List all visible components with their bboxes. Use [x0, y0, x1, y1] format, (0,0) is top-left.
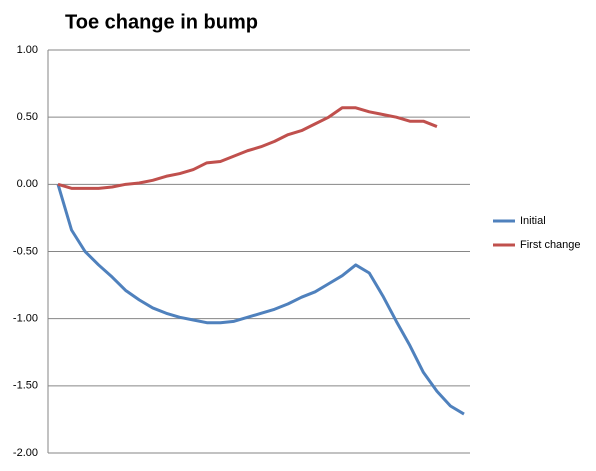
y-tick-label: 0.50 — [17, 111, 38, 123]
y-tick-label: -1.00 — [13, 313, 38, 325]
chart-title: Toe change in bump — [65, 11, 258, 33]
legend-label: First change — [520, 239, 581, 251]
y-tick-label: -2.00 — [13, 447, 38, 459]
series-line — [56, 183, 465, 416]
y-tick-label: 0.00 — [17, 178, 38, 190]
y-tick-label: -0.50 — [13, 245, 38, 257]
y-tick-label: -1.50 — [13, 380, 38, 392]
series-line — [57, 106, 438, 190]
legend-label: Initial — [520, 215, 546, 227]
y-tick-label: 1.00 — [17, 44, 38, 56]
